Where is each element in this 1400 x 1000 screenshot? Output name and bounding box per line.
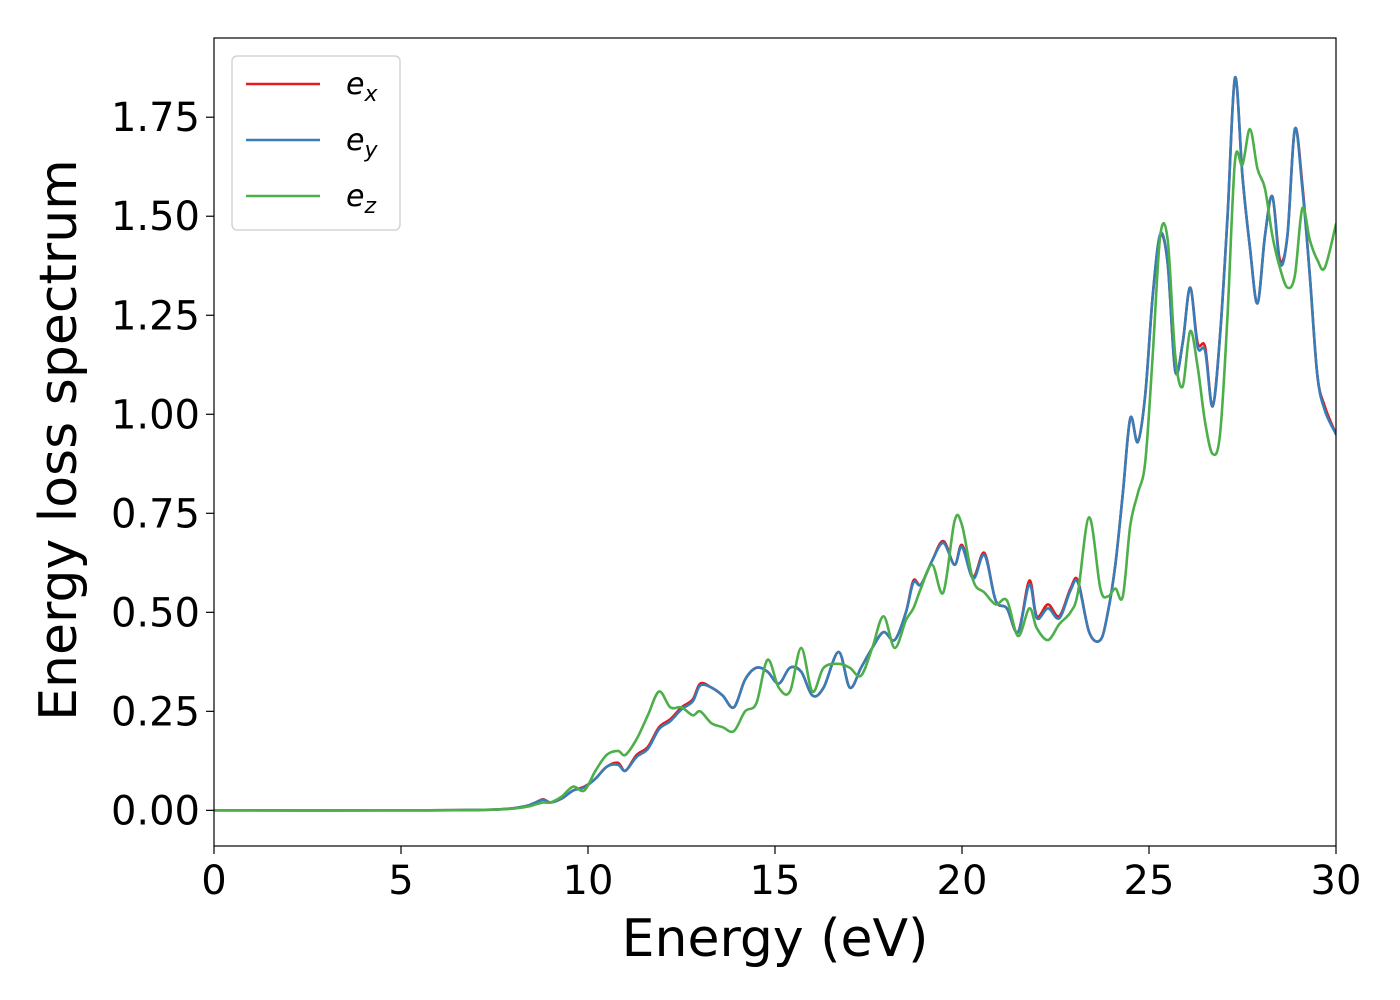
y-tick-label: 0.25 (111, 689, 200, 735)
x-axis-label: Energy (eV) (622, 909, 929, 969)
legend-label-z: ez (346, 179, 376, 219)
x-tick-label: 25 (1124, 858, 1175, 904)
series-line-z (214, 127, 1336, 812)
x-tick-label: 15 (750, 858, 801, 904)
y-tick-label: 1.00 (111, 392, 200, 438)
x-tick-label: 30 (1311, 858, 1362, 904)
y-axis-label: Energy loss spectrum (29, 159, 89, 721)
legend-label-y: ey (346, 123, 378, 163)
x-tick-label: 20 (937, 858, 988, 904)
legend: ex ey ez (231, 55, 401, 231)
y-tick-label: 0.50 (111, 590, 200, 636)
y-tick-label: 1.50 (111, 194, 200, 240)
y-tick-label: 1.25 (111, 293, 200, 339)
x-tick-label: 0 (201, 858, 226, 904)
ticks-layer: 0 5 10 15 20 25 30 0.00 0.25 0.50 0.75 1.00 1.25 1.50… (111, 95, 1362, 904)
x-tick-label: 5 (388, 858, 413, 904)
y-tick-label: 0.75 (111, 491, 200, 537)
legend-box (231, 55, 401, 231)
legend-label-x: ex (346, 67, 378, 107)
series-layer (214, 76, 1336, 812)
y-tick-label: 1.75 (111, 95, 200, 141)
y-tick-label: 0.00 (111, 788, 200, 834)
x-tick-label: 10 (563, 858, 614, 904)
